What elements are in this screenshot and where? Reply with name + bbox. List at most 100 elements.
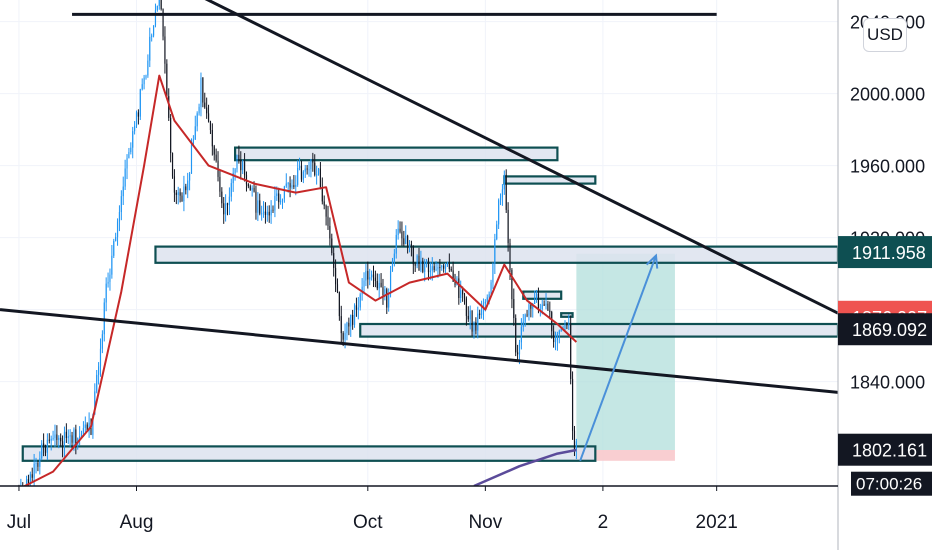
candle-body (492, 263, 494, 283)
candle-body (353, 305, 356, 325)
candle-body (327, 216, 329, 227)
candle-body (316, 174, 318, 176)
candle-body (499, 197, 502, 201)
candle-body (386, 289, 388, 308)
candle-body (471, 310, 473, 332)
y-tick-label: 1960.000 (850, 157, 925, 177)
x-tick-label: 2 (598, 512, 609, 533)
price-label: 1911.958 (852, 243, 926, 263)
candle-body (61, 441, 64, 447)
time-scale[interactable] (0, 486, 838, 550)
candle-body (278, 193, 280, 203)
candle-body (399, 228, 401, 232)
candle-body (564, 324, 566, 330)
candle-body (501, 189, 504, 198)
candle-body (225, 203, 227, 215)
currency-button[interactable]: USD (863, 18, 907, 52)
candle-body (507, 209, 509, 244)
x-tick-label: Oct (353, 512, 383, 533)
candle-body (124, 168, 126, 187)
zone-nov[interactable] (503, 175, 597, 185)
candle-body (103, 302, 105, 335)
candle-body (207, 113, 210, 122)
candle-body (280, 201, 282, 203)
candle-body (479, 313, 481, 315)
candle-body (391, 262, 394, 272)
candle-body (414, 264, 416, 266)
zone-bottom[interactable] (21, 445, 597, 462)
candle-body (422, 260, 424, 272)
lower-trendline[interactable] (0, 308, 839, 394)
supply-demand-zones[interactable] (21, 146, 840, 462)
candle-body (219, 176, 221, 192)
candle-body (397, 228, 399, 235)
candle-body (101, 334, 103, 349)
candle-body (450, 269, 452, 271)
candle-body (94, 391, 96, 415)
candle-body (56, 434, 58, 440)
zone-small-2[interactable] (560, 312, 574, 318)
candle-body (477, 313, 479, 331)
projection-arrow-head[interactable] (645, 253, 659, 269)
candle-body (566, 324, 568, 326)
candle-body (407, 235, 409, 249)
candle-body (393, 253, 395, 263)
candle-body (247, 184, 249, 187)
candle-body (329, 226, 331, 239)
zone-mid[interactable] (154, 245, 840, 264)
candle-body (135, 112, 138, 126)
candle-body (469, 310, 471, 320)
candle-body (412, 247, 414, 265)
candle-body (230, 183, 232, 197)
candle-body (342, 333, 344, 340)
candle-body (490, 282, 492, 295)
x-tick-label: Jul (7, 512, 31, 533)
candle-body (317, 168, 320, 175)
candle-body (226, 203, 229, 206)
candle-body (86, 424, 88, 431)
upper-trendline[interactable] (197, 0, 839, 315)
candle-body (107, 281, 109, 284)
candle-body (79, 436, 81, 439)
price-scale[interactable] (838, 0, 932, 550)
candle-body (221, 191, 223, 204)
price-label-bg (838, 236, 932, 269)
candle-body (73, 429, 75, 443)
zone-small-1[interactable] (522, 290, 563, 300)
candle-body (113, 241, 115, 256)
candle-body (228, 196, 230, 206)
projection-arrow[interactable] (579, 255, 657, 462)
candle-body (376, 280, 378, 289)
candle-body (50, 438, 52, 441)
position-stop-area[interactable] (576, 450, 675, 461)
position-profit-area[interactable] (576, 253, 675, 450)
candle-body (437, 267, 439, 270)
candle-body (416, 255, 418, 266)
candle-body (458, 278, 460, 299)
candle-body (105, 283, 107, 303)
long-position-tool[interactable] (576, 253, 675, 461)
candle-body (189, 173, 191, 181)
candle-body (160, 0, 162, 10)
candle-body (541, 304, 543, 310)
candle-body (441, 265, 443, 268)
candle-body (166, 63, 168, 97)
candle-body (408, 244, 411, 249)
candle-body (517, 352, 519, 355)
candle-body (137, 112, 139, 117)
zone-top[interactable] (233, 146, 559, 162)
candle-body (179, 192, 181, 196)
drawn-lines[interactable] (0, 0, 839, 462)
candle-body (69, 435, 71, 437)
zone-support[interactable] (359, 322, 840, 338)
candle-body (185, 186, 187, 191)
candle-body (149, 36, 151, 61)
candle-body (213, 146, 215, 155)
candle-body (334, 267, 337, 285)
candle-body (48, 439, 50, 441)
candle-body (63, 431, 66, 447)
candle-body (372, 274, 375, 278)
candle-body (378, 282, 380, 289)
